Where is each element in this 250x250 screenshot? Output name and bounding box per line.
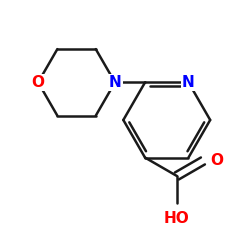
Text: O: O (32, 75, 45, 90)
Text: N: N (182, 75, 195, 90)
Text: N: N (108, 75, 121, 90)
Text: HO: HO (164, 211, 190, 226)
Text: O: O (210, 154, 223, 168)
